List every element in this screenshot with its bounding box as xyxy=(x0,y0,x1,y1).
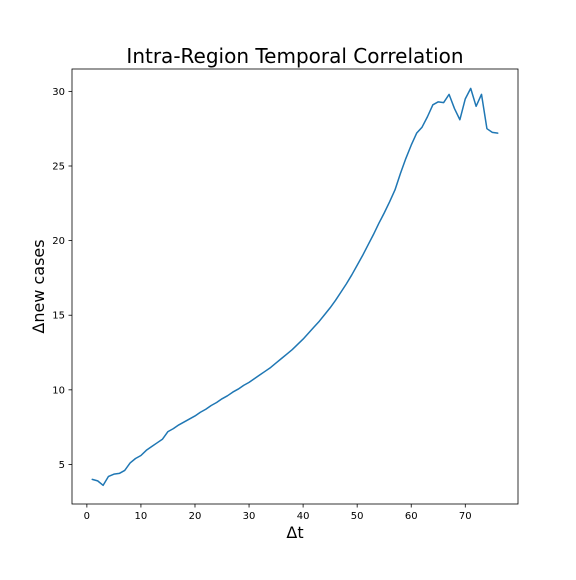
x-tick-label: 0 xyxy=(84,511,90,522)
x-tick-label: 30 xyxy=(243,511,256,522)
x-tick-label: 10 xyxy=(135,511,148,522)
axes-frame xyxy=(71,68,519,505)
y-tick-label: 25 xyxy=(52,161,65,172)
y-tick-label: 15 xyxy=(52,311,65,322)
y-tick-label: 30 xyxy=(52,87,65,98)
x-tick-label: 20 xyxy=(189,511,202,522)
y-tick-label: 10 xyxy=(52,385,65,396)
y-tick-label: 5 xyxy=(59,460,65,471)
x-tick-label: 40 xyxy=(297,511,310,522)
x-tick-label: 50 xyxy=(351,511,364,522)
x-tick-label: 70 xyxy=(459,511,472,522)
x-axis-label: Δt xyxy=(286,523,303,542)
series-line xyxy=(91,87,499,487)
y-axis-label: Δnew cases xyxy=(29,239,48,333)
y-tick-label: 20 xyxy=(52,236,65,247)
x-tick-label: 60 xyxy=(405,511,418,522)
plot-area: 0 10 20 30 40 50 60 70 5 10 15 20 25 30 xyxy=(52,87,499,522)
chart-title: Intra-Region Temporal Correlation xyxy=(126,44,463,68)
